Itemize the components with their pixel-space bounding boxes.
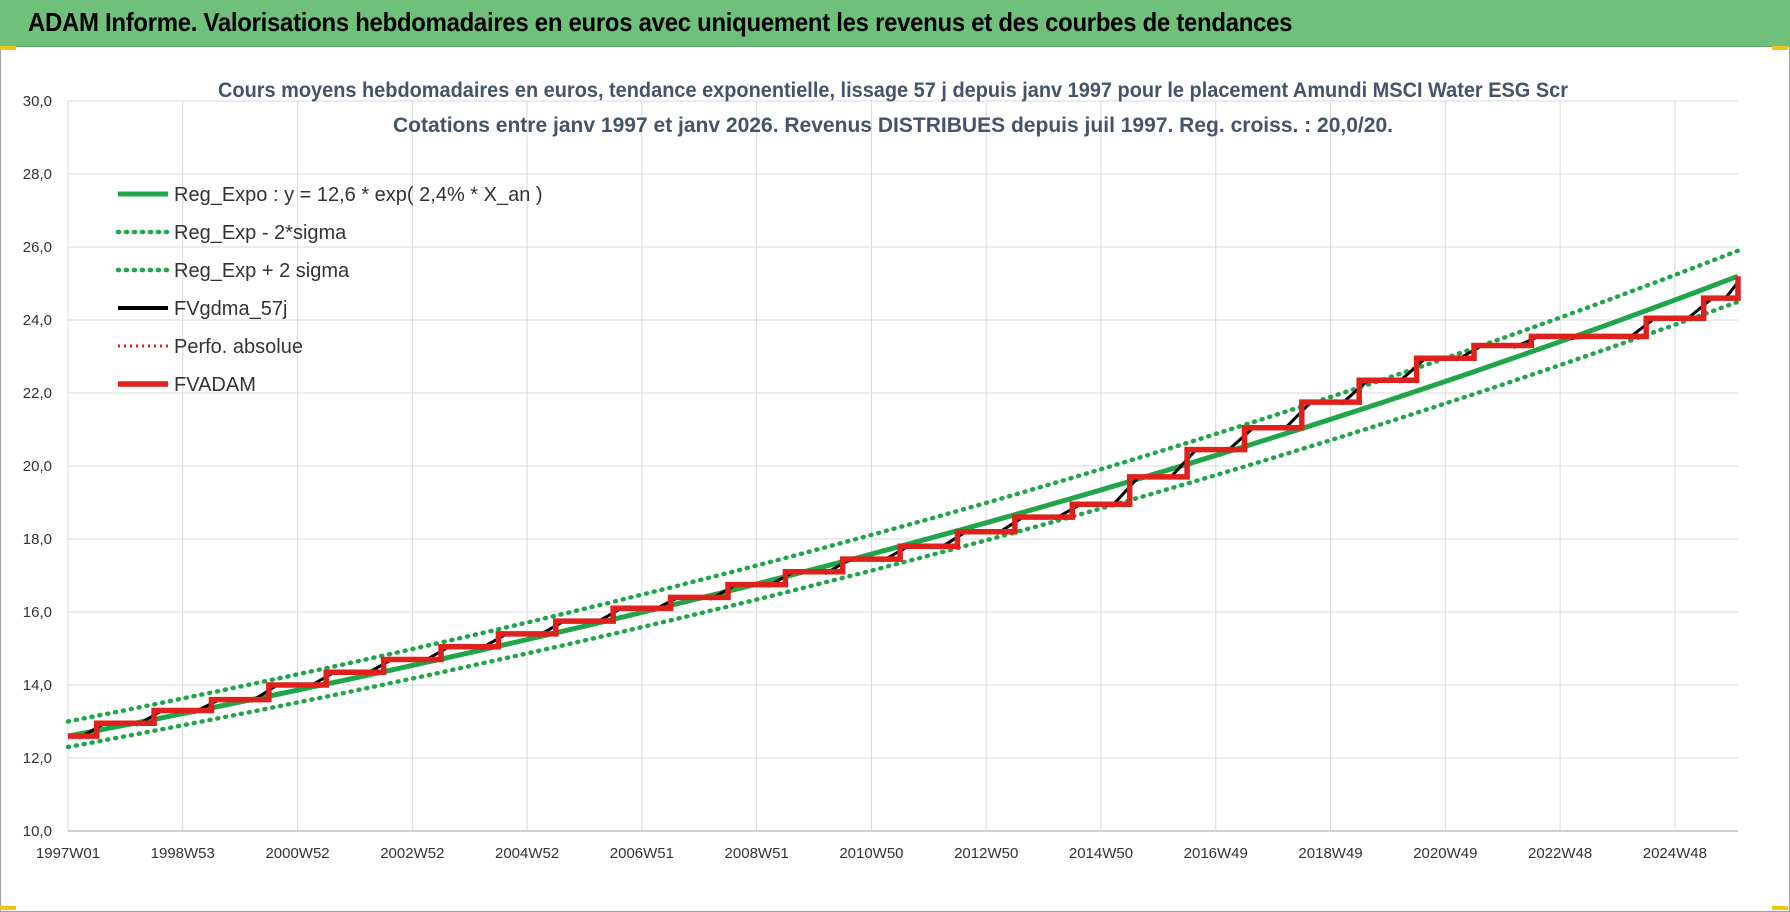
y-tick-label: 16,0 [23, 604, 52, 621]
reg-exp-plus-2sigma-line [65, 248, 1741, 724]
legend-fvgdma-label: FVgdma_57j [174, 298, 287, 320]
legend: Reg_Expo : y = 12,6 * exp( 2,4% * X_an )… [115, 184, 543, 396]
y-tick-label: 30,0 [23, 93, 52, 110]
y-tick-label: 26,0 [23, 239, 52, 256]
x-tick-label: 2020W49 [1413, 845, 1477, 862]
x-tick-label: 2004W52 [495, 845, 559, 862]
x-tick-label: 2010W50 [839, 845, 903, 862]
legend-reg-expo-label: Reg_Expo : y = 12,6 * exp( 2,4% * X_an ) [174, 184, 543, 206]
fvadam-line [68, 276, 1741, 739]
x-tick-label: 2000W52 [265, 845, 329, 862]
report-title: ADAM Informe. Valorisations hebdomadaire… [28, 7, 1293, 37]
x-tick-label: 2002W52 [380, 845, 444, 862]
axis-layer: 10,0 12,0 14,0 16,0 18,0 20,0 22,0 24,0 26,0 28,0… [23, 93, 1738, 862]
legend-perfo-label: Perfo. absolue [174, 336, 303, 358]
y-tick-label: 28,0 [23, 166, 52, 183]
y-tick-label: 12,0 [23, 750, 52, 767]
y-tick-label: 24,0 [23, 312, 52, 329]
reg-exp-minus-2sigma-line [65, 299, 1741, 750]
legend-fvadam-label: FVADAM [174, 374, 256, 396]
x-tick-label: 2008W51 [725, 845, 789, 862]
y-tick-label: 14,0 [23, 677, 52, 694]
y-tick-label: 10,0 [23, 823, 52, 840]
x-tick-label: 2006W51 [610, 845, 674, 862]
legend-reg-exp-plus-label: Reg_Exp + 2 sigma [174, 260, 350, 282]
y-tick-label: 22,0 [23, 385, 52, 402]
corner-mark-tr [1772, 46, 1788, 50]
x-tick-label: 2014W50 [1069, 845, 1133, 862]
series-layer [65, 248, 1741, 750]
x-tick-label: 1997W01 [36, 845, 100, 862]
corner-mark-bl [0, 906, 16, 910]
corner-mark-br [1772, 906, 1788, 910]
report-banner: ADAM Informe. Valorisations hebdomadaire… [0, 0, 1790, 47]
chart-title-line-1: Cours moyens hebdomadaires en euros, ten… [218, 79, 1568, 102]
grid-layer [67, 100, 1738, 832]
chart-title: Cours moyens hebdomadaires en euros, ten… [218, 79, 1568, 137]
y-tick-label: 20,0 [23, 458, 52, 475]
x-tick-label: 2022W48 [1528, 845, 1592, 862]
x-tick-label: 2024W48 [1643, 845, 1707, 862]
x-tick-label: 1998W53 [151, 845, 215, 862]
x-tick-label: 2018W49 [1298, 845, 1362, 862]
y-tick-label: 18,0 [23, 531, 52, 548]
x-tick-label: 2016W49 [1184, 845, 1248, 862]
x-tick-label: 2012W50 [954, 845, 1018, 862]
chart-title-line-2: Cotations entre janv 1997 et janv 2026. … [393, 114, 1393, 137]
corner-mark-tl [0, 46, 16, 50]
legend-reg-exp-minus-label: Reg_Exp - 2*sigma [174, 222, 347, 244]
